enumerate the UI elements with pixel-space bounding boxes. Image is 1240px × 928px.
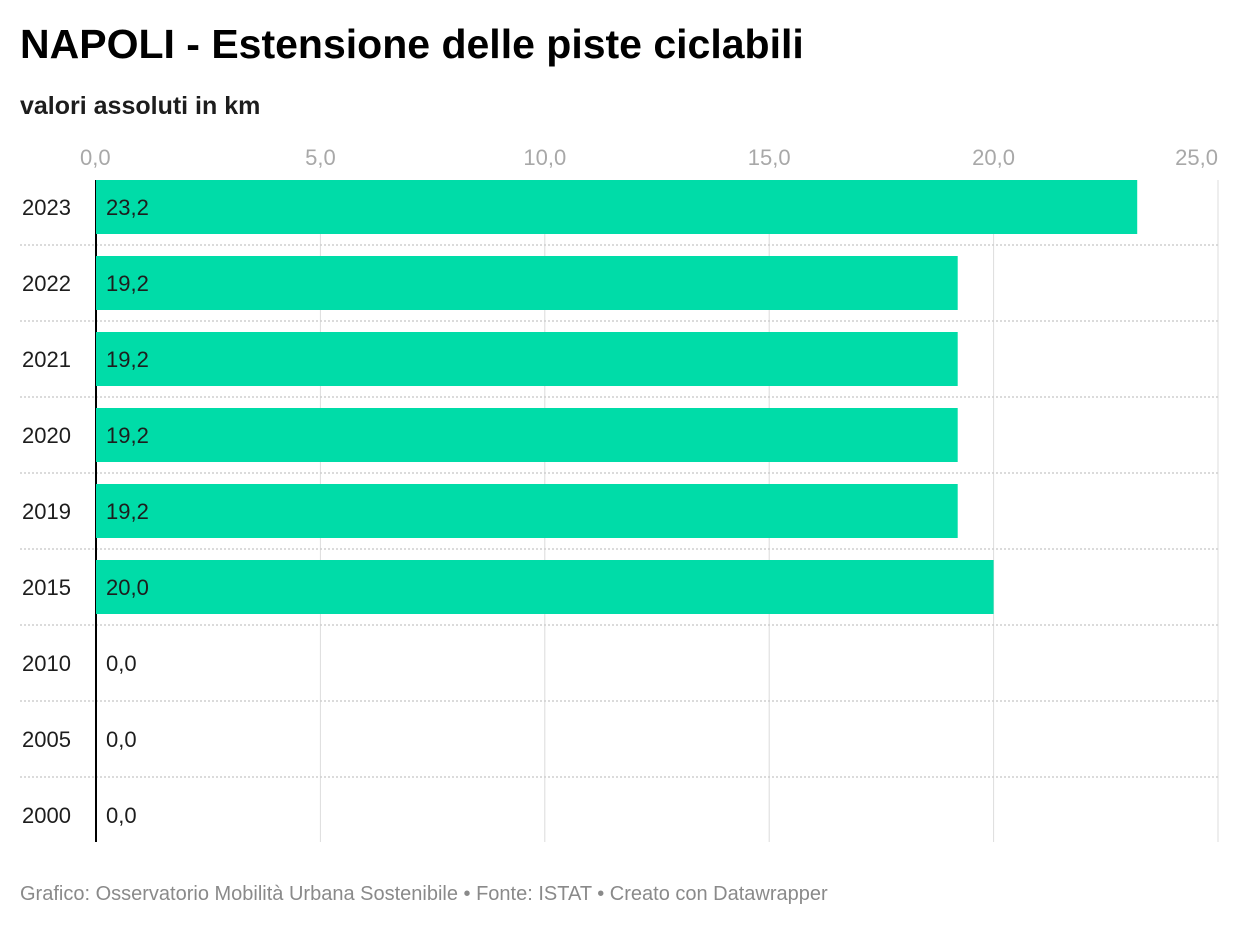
value-label: 19,2	[106, 347, 149, 372]
x-tick-label: 10,0	[523, 145, 566, 170]
category-label: 2000	[22, 803, 71, 828]
value-label: 19,2	[106, 271, 149, 296]
x-tick-label: 20,0	[972, 145, 1015, 170]
value-label: 23,2	[106, 195, 149, 220]
value-label: 19,2	[106, 423, 149, 448]
label-layer: 0,0 5,0 10,0 15,0 20,0 25,0 2023 23,2 2022 19,2 20…	[22, 145, 1218, 828]
chart-title: NAPOLI - Estensione delle piste ciclabil…	[20, 21, 804, 67]
category-label: 2019	[22, 499, 71, 524]
x-tick-label: 15,0	[748, 145, 791, 170]
category-label: 2010	[22, 651, 71, 676]
bar-2021	[96, 332, 958, 386]
value-label: 20,0	[106, 575, 149, 600]
value-label: 0,0	[106, 651, 137, 676]
value-label: 0,0	[106, 803, 137, 828]
value-label: 0,0	[106, 727, 137, 752]
bar-2019	[96, 484, 958, 538]
bar-2015	[96, 560, 994, 614]
x-tick-label: 0,0	[80, 145, 111, 170]
category-label: 2015	[22, 575, 71, 600]
bar-layer	[96, 180, 1138, 614]
bar-2020	[96, 408, 958, 462]
x-tick-label: 5,0	[305, 145, 336, 170]
category-label: 2021	[22, 347, 71, 372]
category-label: 2020	[22, 423, 71, 448]
chart-subtitle: valori assoluti in km	[20, 92, 261, 120]
category-label: 2005	[22, 727, 71, 752]
x-tick-label: 25,0	[1175, 145, 1218, 170]
category-label: 2023	[22, 195, 71, 220]
bar-chart: 0,0 5,0 10,0 15,0 20,0 25,0 2023 23,2 2022 19,2 20…	[20, 145, 1219, 842]
chart-footer: Grafico: Osservatorio Mobilità Urbana So…	[20, 883, 828, 905]
category-label: 2022	[22, 271, 71, 296]
value-label: 19,2	[106, 499, 149, 524]
bar-2022	[96, 256, 958, 310]
bar-2023	[96, 180, 1138, 234]
